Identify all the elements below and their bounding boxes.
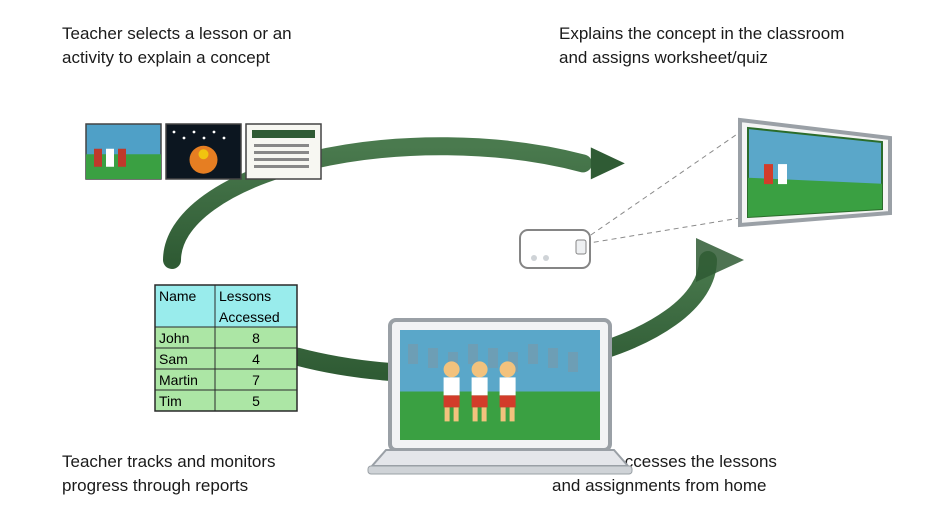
projector-beam [576, 217, 746, 245]
projector-beam [576, 128, 746, 245]
lesson-thumbnail [86, 124, 161, 179]
projector-icon [520, 230, 590, 268]
table-header: Lessons [219, 288, 271, 304]
table-cell: John [159, 330, 189, 346]
table-header: Accessed [219, 309, 280, 325]
table-cell: 7 [252, 372, 260, 388]
progress-report-table: Name Lessons Accessed John 8 Sam 4 Martin 7 Tim 5 [155, 285, 297, 411]
table-cell: 8 [252, 330, 260, 346]
table-cell: Sam [159, 351, 188, 367]
table-cell: 4 [252, 351, 260, 367]
cycle-diagram: Name Lessons Accessed John 8 Sam 4 Martin 7 Tim 5 [0, 0, 943, 520]
table-cell: Tim [159, 393, 182, 409]
lesson-thumbnail [246, 124, 321, 179]
arrowhead-top [591, 147, 625, 179]
table-cell: Martin [159, 372, 198, 388]
arrowhead-right [696, 238, 744, 282]
table-cell: 5 [252, 393, 260, 409]
laptop-icon [368, 320, 632, 474]
lesson-thumbnail [166, 124, 241, 179]
table-header: Name [159, 288, 197, 304]
